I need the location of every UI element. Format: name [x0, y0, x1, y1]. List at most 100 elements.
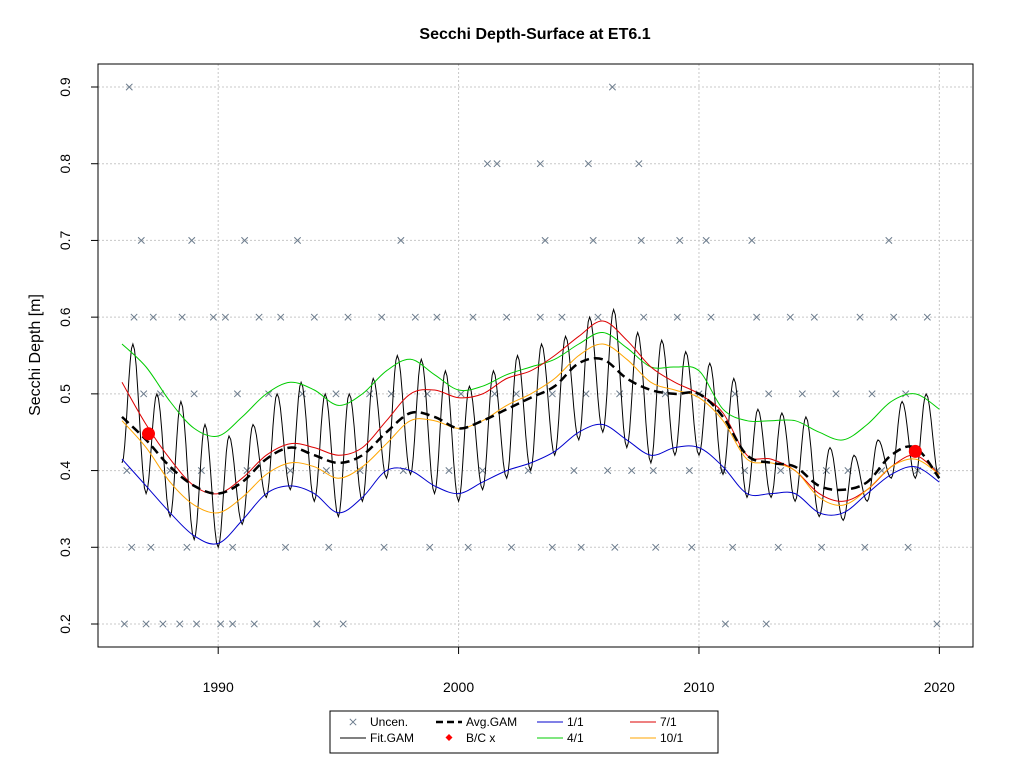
- legend-label: 1/1: [567, 715, 584, 729]
- uncen-point: [229, 543, 237, 551]
- uncen-point: [611, 543, 619, 551]
- uncen-point: [183, 543, 191, 551]
- legend-label: B/C x: [466, 731, 495, 745]
- series-avg-gam: [121, 356, 941, 495]
- uncen-point: [774, 543, 782, 551]
- uncen-point: [512, 390, 520, 398]
- uncen-point: [635, 160, 643, 168]
- bc-point: [908, 444, 922, 458]
- legend-symbol: [445, 734, 453, 741]
- uncen-point: [608, 83, 616, 91]
- uncen-point: [868, 390, 876, 398]
- uncen-point: [188, 236, 196, 244]
- uncen-point: [469, 313, 477, 321]
- uncen-point: [577, 543, 585, 551]
- uncen-point: [433, 313, 441, 321]
- uncen-point: [140, 390, 148, 398]
- uncen-point: [702, 236, 710, 244]
- y-tick-label: 0.7: [57, 230, 73, 250]
- uncen-point: [688, 543, 696, 551]
- uncen-point: [753, 313, 761, 321]
- uncen-point: [904, 543, 912, 551]
- uncen-point: [810, 313, 818, 321]
- uncen-point: [652, 543, 660, 551]
- uncen-point: [293, 236, 302, 244]
- uncen-point: [464, 543, 472, 551]
- uncen-point: [123, 467, 131, 475]
- uncen-point: [524, 467, 532, 475]
- uncen-point: [541, 236, 549, 244]
- legend-label: Avg.GAM: [466, 715, 517, 729]
- uncen-point: [507, 543, 516, 551]
- uncen-point: [310, 313, 318, 321]
- uncen-point: [798, 390, 806, 398]
- uncen-point: [637, 236, 645, 244]
- legend-symbol: [349, 718, 357, 726]
- uncen-point: [322, 467, 330, 475]
- legend-box: [329, 710, 719, 754]
- uncen-point: [209, 313, 217, 321]
- legend-label: Uncen.: [370, 715, 408, 729]
- uncen-point: [584, 160, 592, 168]
- uncen-point: [128, 543, 136, 551]
- legend-label: 10/1: [660, 731, 684, 745]
- uncen-point: [832, 390, 840, 398]
- uncen-point: [685, 467, 693, 475]
- bc-points: [141, 427, 922, 458]
- uncen-point: [729, 543, 737, 551]
- uncen-point: [378, 313, 386, 321]
- uncen-point: [777, 467, 785, 475]
- uncen-point: [818, 543, 826, 551]
- uncen-point: [233, 390, 241, 398]
- uncen-point: [125, 83, 133, 91]
- uncen-point: [193, 620, 201, 628]
- uncen-point: [229, 620, 237, 628]
- uncen-point: [325, 543, 333, 551]
- uncen-point: [159, 620, 167, 628]
- chart-title: Secchi Depth-Surface at ET6.1: [419, 26, 650, 43]
- grid: [98, 64, 973, 647]
- legend: Uncen. Avg.GAM 1/1 7/1 Fit.GAM B/C x 4/1 10/1: [329, 710, 719, 754]
- uncensored-points: [120, 83, 941, 628]
- uncen-point: [286, 467, 294, 475]
- x-tick-label: 2000: [443, 679, 474, 695]
- uncen-point: [149, 313, 157, 321]
- legend-item-s4-1: 4/1: [537, 731, 584, 745]
- uncen-point: [822, 467, 830, 475]
- uncen-point: [142, 620, 150, 628]
- uncen-point: [762, 620, 770, 628]
- legend-item-s7-1: 7/1: [630, 715, 677, 729]
- uncen-point: [445, 467, 453, 475]
- uncen-point: [558, 313, 566, 321]
- uncen-point: [277, 313, 285, 321]
- uncen-point: [397, 236, 405, 244]
- x-tick-label: 2010: [683, 679, 714, 695]
- uncen-point: [604, 467, 612, 475]
- uncen-point: [676, 236, 684, 244]
- uncen-point: [923, 313, 931, 321]
- plot-frame: [97, 63, 974, 648]
- legend-item-avg-gam: Avg.GAM: [436, 715, 517, 729]
- uncen-point: [786, 313, 794, 321]
- uncen-point: [616, 390, 624, 398]
- legend-item-s1-1: 1/1: [537, 715, 584, 729]
- legend-label: Fit.GAM: [370, 731, 414, 745]
- uncen-point: [503, 313, 511, 321]
- uncen-point: [339, 620, 347, 628]
- y-axis-label: Secchi Depth [m]: [27, 294, 44, 416]
- axes: 1990 2000 2010 2020 0.2 0.3 0.4 0.5 0.6 0.7 0.8 0.9: [57, 77, 955, 695]
- uncen-point: [589, 236, 597, 244]
- uncen-point: [281, 543, 290, 551]
- series-s10-1: [121, 343, 940, 514]
- uncen-point: [765, 390, 773, 398]
- legend-item-fit-gam: Fit.GAM: [340, 731, 414, 745]
- legend-item-s10-1: 10/1: [630, 731, 684, 745]
- uncen-point: [366, 390, 374, 398]
- legend-label: 7/1: [660, 715, 677, 729]
- uncen-point: [411, 313, 419, 321]
- uncen-point: [548, 543, 556, 551]
- legend-label: 4/1: [567, 731, 584, 745]
- uncen-point: [536, 313, 544, 321]
- uncen-point: [570, 467, 578, 475]
